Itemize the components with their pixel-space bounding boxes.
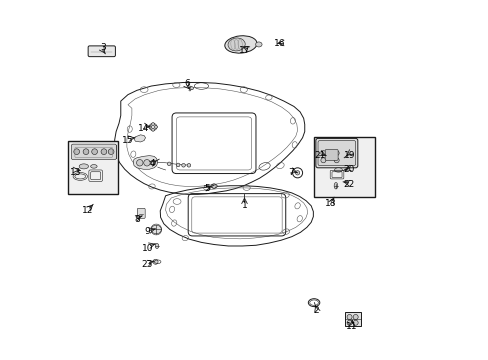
Text: 18: 18	[324, 199, 336, 208]
Circle shape	[143, 159, 150, 166]
Circle shape	[154, 126, 157, 129]
Ellipse shape	[255, 42, 262, 47]
Circle shape	[150, 160, 155, 165]
Circle shape	[295, 171, 299, 175]
Text: 22: 22	[343, 180, 354, 189]
Ellipse shape	[151, 225, 161, 234]
Ellipse shape	[334, 168, 342, 172]
Ellipse shape	[155, 243, 159, 248]
Text: 16: 16	[273, 39, 285, 48]
Text: 14: 14	[138, 123, 149, 132]
Text: 3: 3	[100, 43, 105, 52]
Circle shape	[83, 149, 89, 154]
Text: 10: 10	[142, 244, 153, 253]
FancyBboxPatch shape	[315, 138, 357, 168]
Text: 6: 6	[184, 79, 190, 88]
Polygon shape	[72, 145, 116, 158]
Ellipse shape	[227, 38, 244, 51]
Circle shape	[346, 315, 351, 319]
Text: 13: 13	[69, 168, 81, 177]
Ellipse shape	[190, 87, 193, 90]
Text: 12: 12	[81, 206, 93, 215]
Bar	[314, 137, 374, 197]
Circle shape	[182, 163, 185, 167]
FancyBboxPatch shape	[88, 46, 115, 57]
Circle shape	[136, 159, 142, 166]
Text: 15: 15	[122, 136, 133, 145]
Ellipse shape	[333, 183, 337, 189]
Circle shape	[187, 163, 190, 167]
Text: 5: 5	[203, 184, 209, 193]
Ellipse shape	[224, 36, 257, 53]
Text: 1: 1	[241, 201, 247, 210]
Circle shape	[167, 162, 171, 166]
Circle shape	[148, 126, 151, 129]
Text: 19: 19	[343, 151, 354, 160]
Ellipse shape	[149, 123, 157, 131]
Circle shape	[346, 320, 351, 325]
Polygon shape	[133, 156, 158, 169]
Circle shape	[153, 259, 158, 264]
Circle shape	[176, 163, 180, 167]
Text: 17: 17	[238, 46, 250, 55]
Circle shape	[320, 158, 325, 163]
Ellipse shape	[210, 184, 217, 188]
Text: 2: 2	[313, 306, 318, 315]
Circle shape	[333, 150, 339, 156]
Circle shape	[108, 149, 114, 154]
Polygon shape	[134, 135, 145, 142]
Circle shape	[333, 158, 339, 163]
Text: 23: 23	[141, 260, 152, 269]
Text: 21: 21	[314, 151, 325, 160]
FancyBboxPatch shape	[317, 140, 355, 166]
Text: 7: 7	[287, 168, 293, 177]
Text: 4: 4	[149, 159, 155, 168]
Polygon shape	[344, 312, 360, 326]
Circle shape	[151, 123, 154, 126]
Circle shape	[151, 129, 154, 131]
Text: 11: 11	[345, 322, 356, 331]
Bar	[68, 141, 117, 194]
Ellipse shape	[90, 165, 97, 168]
FancyBboxPatch shape	[137, 208, 145, 219]
Text: 20: 20	[343, 166, 354, 175]
Circle shape	[92, 149, 97, 154]
Circle shape	[320, 150, 325, 156]
FancyBboxPatch shape	[71, 144, 116, 159]
FancyBboxPatch shape	[325, 149, 337, 160]
Ellipse shape	[79, 164, 88, 169]
Text: 8: 8	[134, 215, 140, 224]
Circle shape	[101, 149, 106, 154]
Circle shape	[74, 149, 80, 154]
Circle shape	[352, 315, 357, 319]
Circle shape	[352, 320, 357, 325]
Text: 9: 9	[144, 228, 149, 237]
